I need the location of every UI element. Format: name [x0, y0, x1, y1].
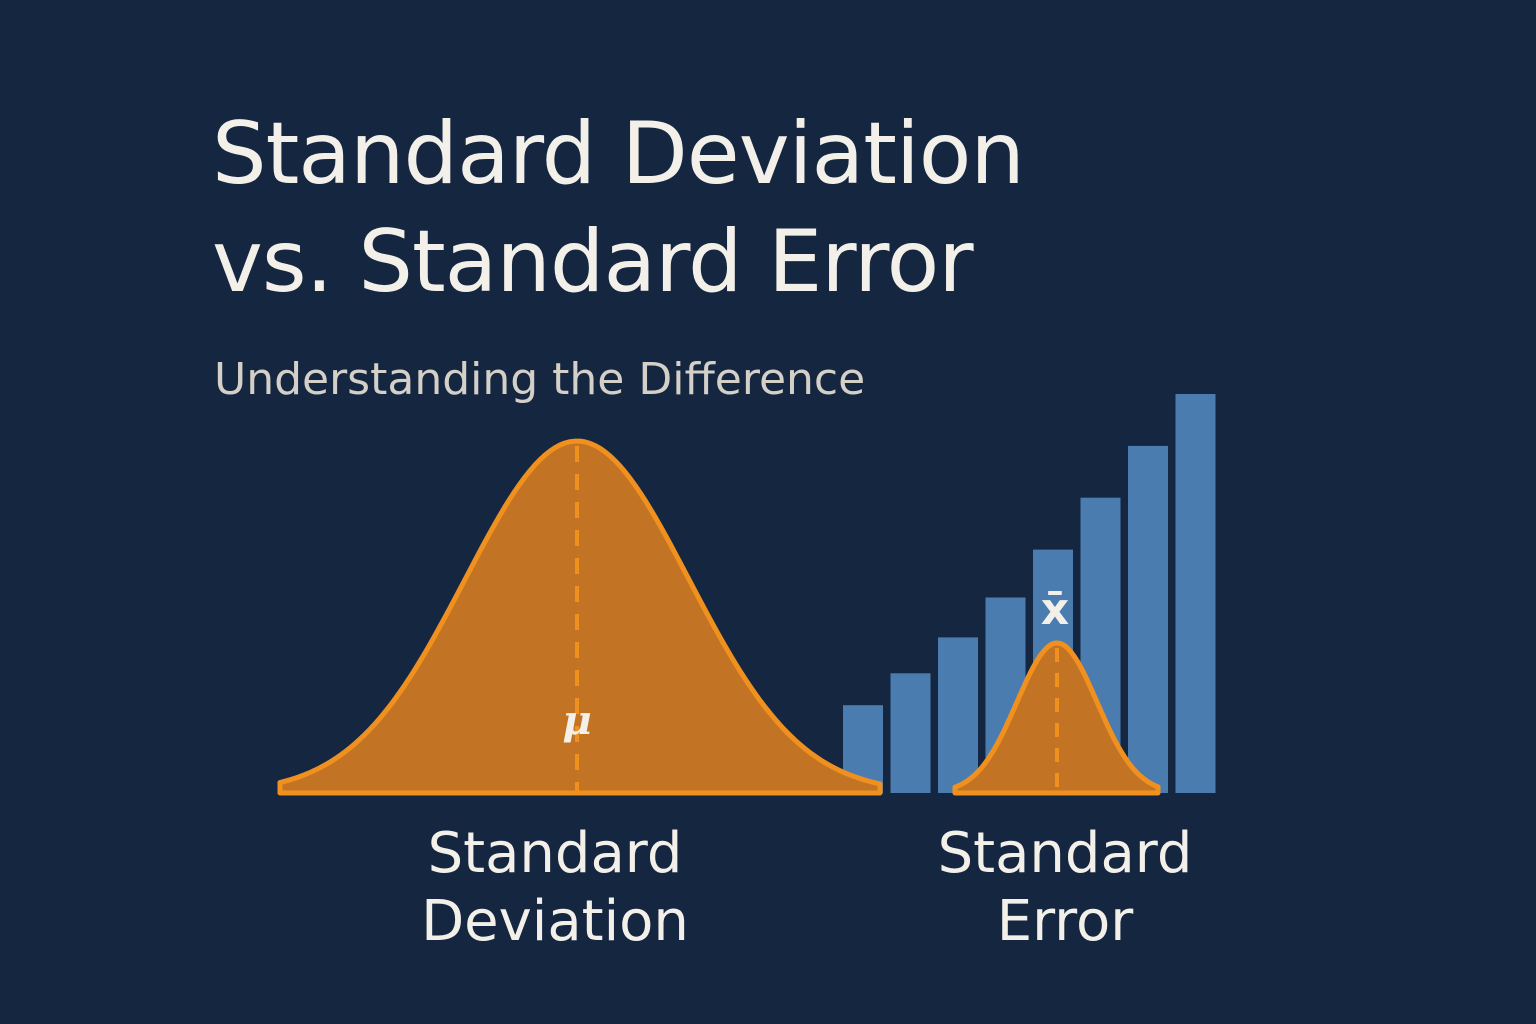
wide-distribution-curve [277, 438, 883, 796]
title-line-2: vs. Standard Error [212, 212, 974, 312]
standard-deviation-label-line-1: Standard [427, 821, 683, 886]
standard-error-label: Standard Error [880, 820, 1250, 956]
page-subtitle: Understanding the Difference [214, 354, 866, 405]
narrow-distribution-curve [952, 640, 1161, 796]
title-line-1: Standard Deviation [212, 104, 1025, 204]
page-title: Standard Deviation vs. Standard Error [212, 100, 1025, 316]
standard-deviation-label: Standard Deviation [360, 820, 750, 956]
standard-error-label-line-2: Error [996, 889, 1134, 954]
sample-bar [938, 637, 978, 793]
standard-deviation-label-line-2: Deviation [421, 889, 689, 954]
sample-bar [1175, 394, 1216, 793]
sample-mean-symbol: x̄ [1041, 584, 1069, 635]
standard-error-label-line-1: Standard [937, 821, 1193, 886]
sample-bar [890, 673, 931, 793]
population-mean-symbol: μ [562, 697, 591, 744]
sample-bar [1128, 445, 1168, 793]
